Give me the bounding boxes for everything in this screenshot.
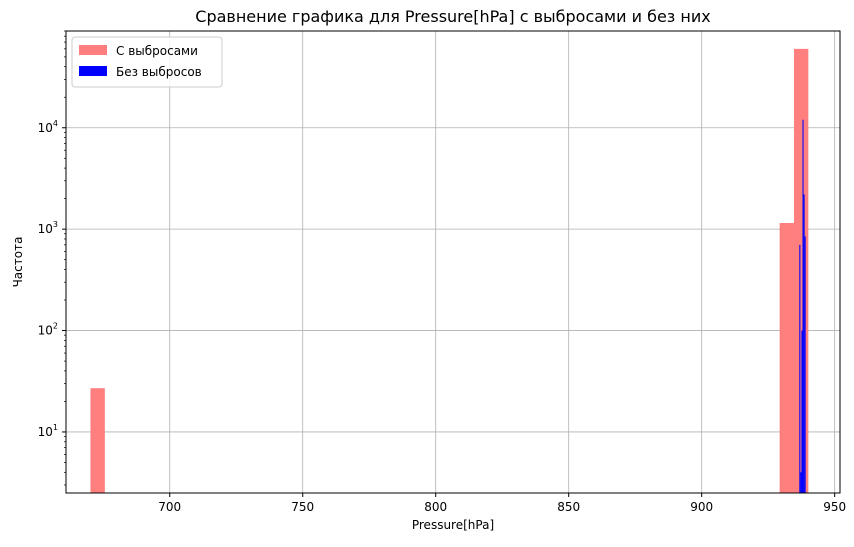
x-tick-label: 950	[823, 500, 846, 514]
y-axis-label: Частота	[11, 237, 25, 288]
bar-without-outliers	[803, 194, 805, 494]
legend: С выбросами Без выбросов	[71, 36, 223, 88]
chart-title: Сравнение графика для Pressure[hPa] с вы…	[195, 7, 710, 26]
x-tick-label: 900	[690, 500, 713, 514]
x-axis-label: Pressure[hPa]	[412, 518, 494, 532]
y-tick-label: 104	[38, 119, 58, 135]
y-tick-label: 102	[38, 322, 58, 338]
legend-swatch-without-outliers	[79, 66, 107, 76]
bar-with-outliers	[779, 223, 794, 494]
bar-without-outliers	[804, 236, 806, 493]
grid-lines	[66, 31, 840, 493]
legend-box	[71, 36, 223, 88]
axis-ticks: 700 750 800 850 900 950 101 102 103 104	[38, 30, 846, 514]
legend-label-with-outliers: С выбросами	[116, 44, 198, 58]
y-tick-label: 101	[38, 423, 58, 439]
x-tick-label: 700	[158, 500, 181, 514]
plot-frame	[65, 30, 841, 494]
bar-with-outliers	[793, 48, 809, 493]
legend-label-without-outliers: Без выбросов	[116, 65, 202, 79]
bar-without-outliers	[801, 330, 803, 493]
bar-with-outliers	[90, 388, 105, 493]
bar-without-outliers	[800, 472, 802, 493]
legend-swatch-with-outliers	[79, 45, 107, 55]
bar-without-outliers	[802, 119, 804, 494]
x-tick-label: 800	[424, 500, 447, 514]
x-tick-label: 750	[291, 500, 314, 514]
x-tick-label: 850	[557, 500, 580, 514]
y-tick-label: 103	[38, 220, 58, 236]
histogram-bars	[90, 48, 809, 494]
bar-without-outliers	[799, 244, 801, 493]
